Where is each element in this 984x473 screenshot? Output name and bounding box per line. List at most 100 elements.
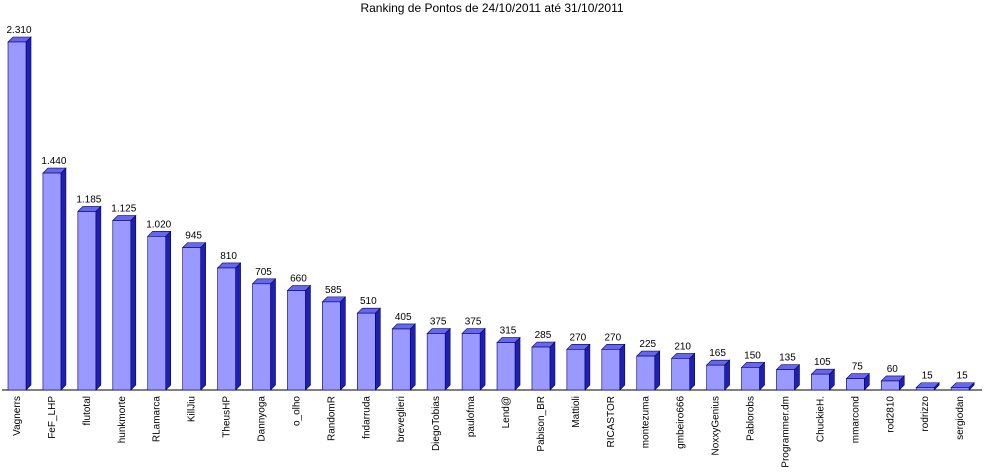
bar-group — [636, 350, 661, 391]
bar — [601, 349, 621, 391]
bar-group — [391, 323, 416, 391]
x-tick-label: DiegoTobias — [431, 396, 442, 451]
bar-side — [549, 341, 556, 391]
value-label: 15 — [922, 371, 934, 382]
bar — [147, 236, 167, 391]
x-tick-label: fndarruda — [361, 396, 372, 439]
bar-group — [566, 343, 591, 391]
bar-group — [496, 336, 521, 391]
value-label: 375 — [430, 317, 447, 328]
bar-side — [619, 343, 626, 391]
bar-group — [705, 359, 731, 391]
bar-group — [321, 296, 347, 391]
bar — [950, 387, 970, 391]
bar — [706, 364, 725, 391]
bar — [531, 346, 551, 391]
bar-side — [200, 241, 206, 391]
value-label: 225 — [639, 339, 656, 350]
chart-title: Ranking de Pontos de 24/10/2011 até 31/1… — [360, 1, 623, 15]
x-tick-label: rodrizzo — [920, 396, 931, 432]
x-tick-label: paulofma — [466, 396, 477, 438]
bar-group — [740, 361, 766, 391]
value-label: 375 — [465, 317, 482, 328]
bar-side — [165, 230, 172, 391]
bar-group — [42, 167, 67, 391]
value-label: 270 — [570, 332, 587, 343]
bar — [426, 333, 446, 391]
bar-side — [95, 205, 102, 391]
bar — [566, 349, 586, 391]
bar-group — [77, 205, 102, 391]
value-label: 270 — [604, 332, 621, 343]
bar-side — [514, 336, 521, 391]
value-label: 150 — [744, 350, 761, 361]
bar-group — [181, 241, 207, 391]
x-tick-label: breveglieri — [396, 396, 407, 442]
value-label: 810 — [220, 251, 237, 262]
bar — [741, 367, 760, 391]
bar-side — [270, 278, 276, 391]
bar-group — [251, 278, 277, 391]
bar — [811, 373, 830, 391]
x-tick-label: RLamarca — [152, 396, 163, 443]
bar — [322, 301, 341, 391]
x-tick-label: Mattioli — [571, 396, 582, 428]
value-label: 75 — [852, 362, 864, 373]
bar-group — [670, 352, 696, 391]
value-label: 2.310 — [6, 25, 31, 36]
x-tick-label: sergiodan — [955, 396, 966, 440]
x-tick-label: gmbeiro666 — [676, 396, 687, 449]
value-label: 60 — [887, 364, 899, 375]
bar-side — [340, 296, 346, 391]
value-label: 105 — [814, 357, 831, 368]
bar — [776, 369, 795, 391]
bar — [496, 342, 516, 391]
bar-group — [286, 284, 312, 391]
bar — [461, 333, 481, 391]
x-tick-label: Vagnerrs — [12, 396, 23, 436]
bar-group — [356, 307, 382, 391]
bar — [915, 387, 935, 391]
bar-group — [775, 363, 801, 391]
bar-group — [915, 382, 940, 391]
x-tick-label: NoxxyGenius — [711, 396, 722, 455]
bar-group — [601, 343, 626, 391]
value-label: 705 — [255, 267, 272, 278]
x-tick-label: o_olho — [291, 396, 302, 426]
value-label: 210 — [674, 341, 691, 352]
bar-group — [426, 327, 451, 391]
bar — [42, 172, 62, 391]
value-label: 15 — [957, 371, 969, 382]
x-tick-label: flutotal — [82, 396, 93, 425]
bar-side — [130, 214, 137, 391]
bar-group — [216, 262, 242, 391]
bar — [391, 328, 411, 391]
bar — [287, 290, 306, 391]
bar-side — [444, 327, 451, 391]
bar — [252, 283, 271, 391]
bar-side — [584, 343, 591, 391]
value-label: 405 — [395, 312, 412, 323]
value-label: 1.440 — [41, 156, 66, 167]
x-tick-label: RICASTOR — [606, 396, 617, 448]
bar-group — [950, 382, 975, 391]
bar-side — [409, 323, 416, 391]
x-tick-label: RandomR — [326, 396, 337, 441]
value-label: 165 — [709, 348, 726, 359]
bar-group — [112, 214, 137, 391]
bar-side — [235, 262, 241, 391]
bar-group — [461, 327, 486, 391]
bar — [846, 378, 865, 391]
bar-side — [305, 284, 311, 391]
value-label: 1.185 — [76, 194, 101, 205]
bar-group — [531, 341, 556, 391]
bar — [7, 41, 27, 391]
bar-side — [60, 167, 67, 391]
bar — [217, 267, 236, 391]
bar — [182, 247, 201, 391]
x-tick-label: Lend@ — [501, 396, 512, 428]
value-label: 315 — [500, 326, 517, 337]
x-tick-label: Dannyoga — [257, 396, 268, 442]
bar-side — [654, 350, 661, 391]
